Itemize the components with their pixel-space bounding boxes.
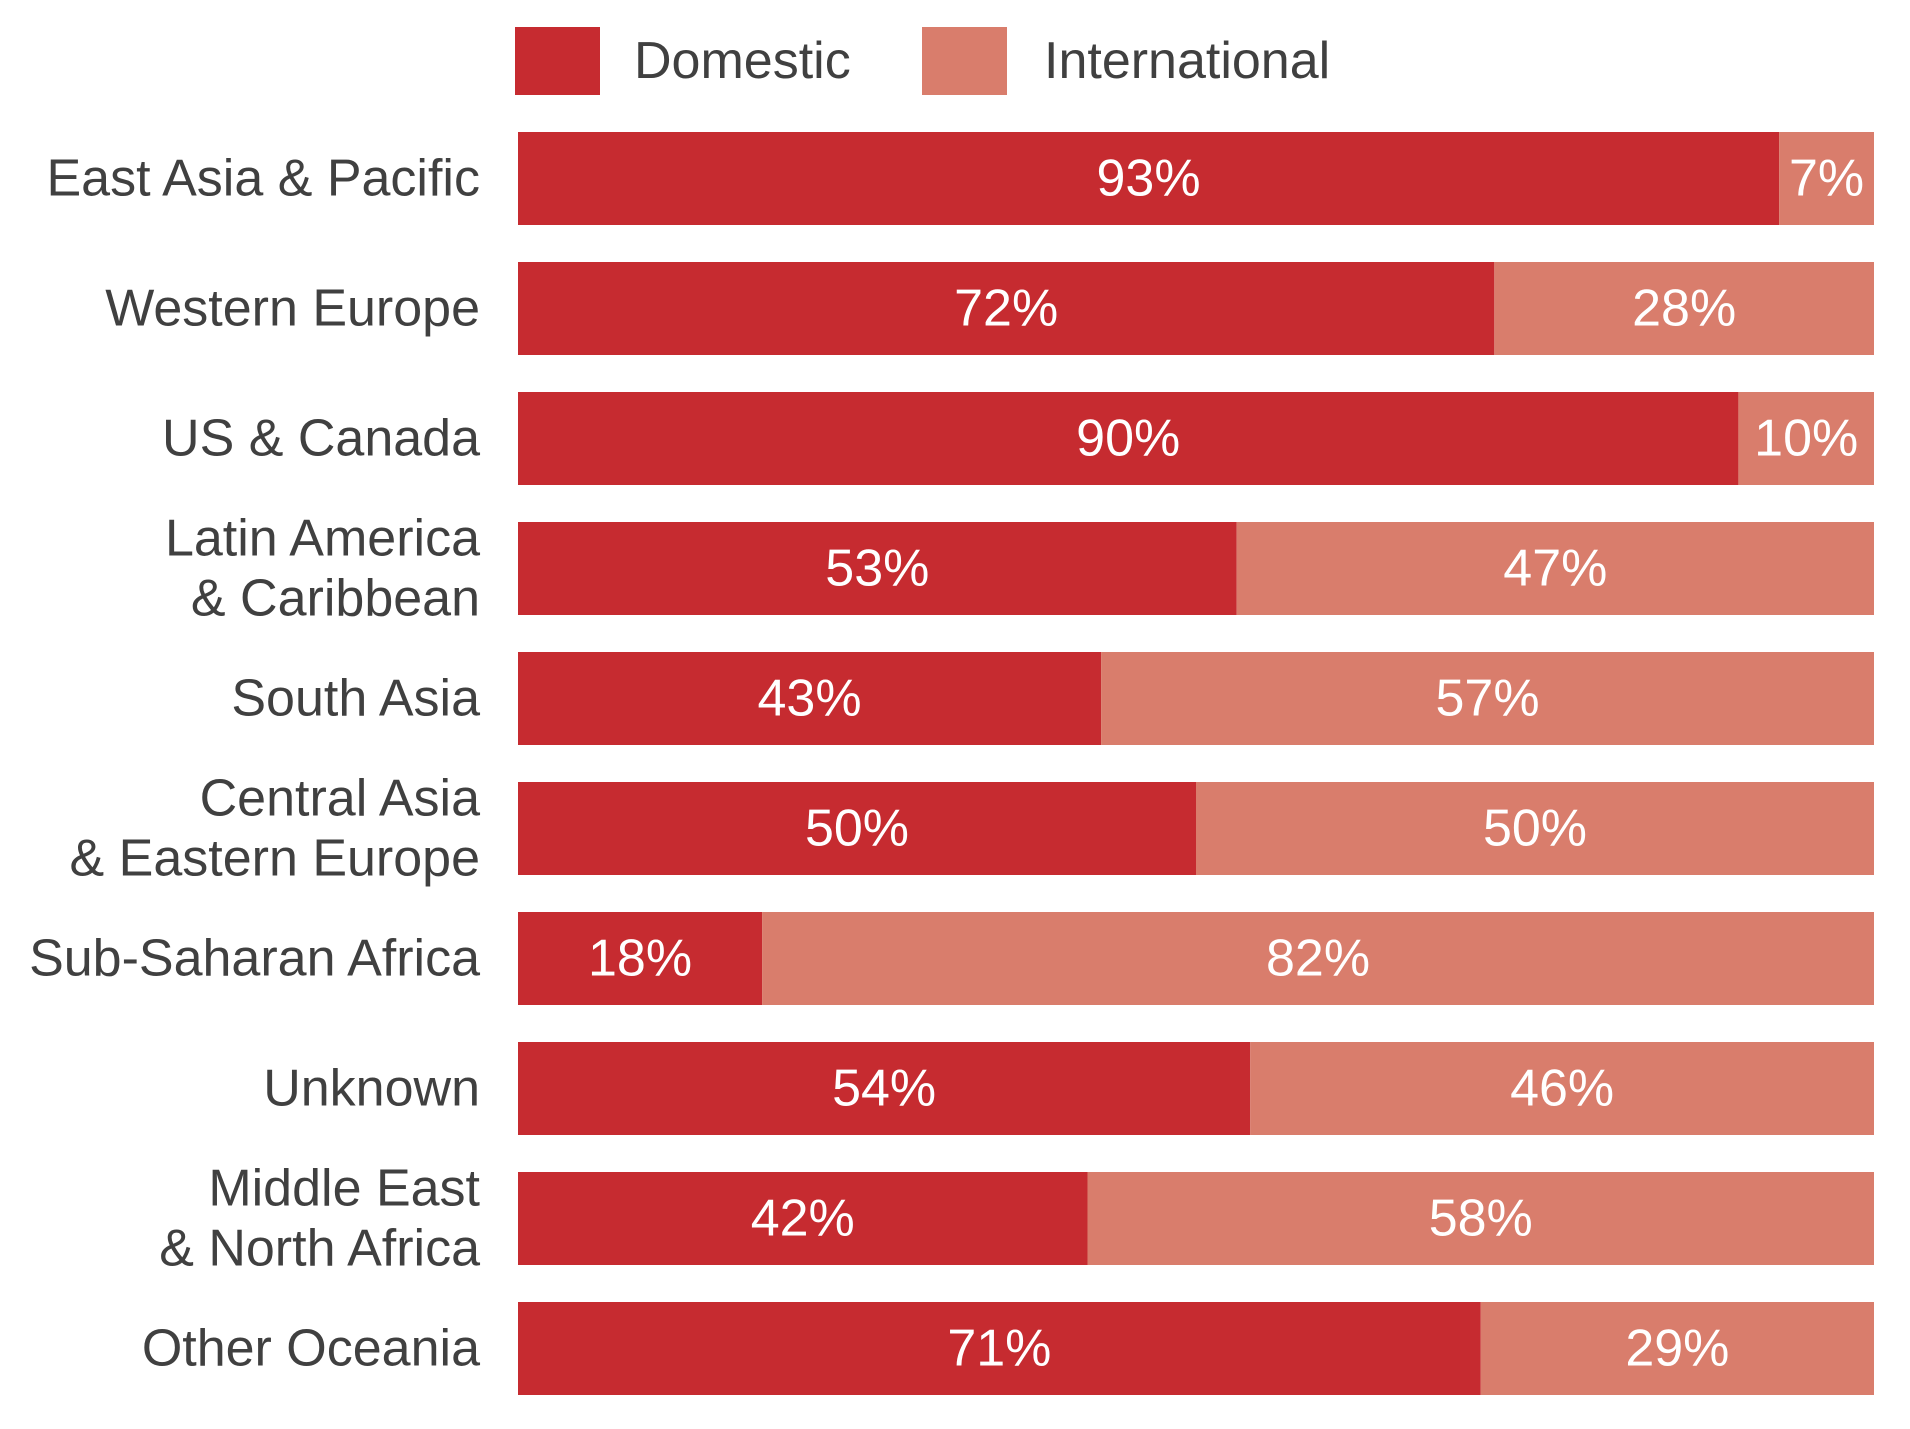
data-label-international-latin-america-and-caribbean: 47% (1503, 540, 1607, 598)
category-label-middle-east-and-north-africa-line-1: Middle East (208, 1160, 480, 1218)
legend-swatch-international (922, 27, 1007, 95)
data-label-domestic-south-asia: 43% (758, 670, 862, 728)
category-label-east-asia-and-pacific: East Asia & Pacific (46, 150, 480, 208)
category-label-latin-america-and-caribbean-line-1: Latin America (165, 510, 480, 568)
bar-international-central-asia-and-eastern-europe (1196, 782, 1874, 875)
bar-international-middle-east-and-north-africa (1087, 1172, 1874, 1265)
bar-international-sub-saharan-africa (762, 912, 1874, 1005)
data-label-domestic-other-oceania: 71% (947, 1320, 1051, 1378)
data-label-international-other-oceania: 29% (1625, 1320, 1729, 1378)
bar-international-other-oceania (1480, 1302, 1874, 1395)
bar-international-western-europe (1494, 262, 1874, 355)
data-label-international-western-europe: 28% (1632, 280, 1736, 338)
legend-label-international: International (1044, 32, 1330, 90)
category-label-latin-america-and-caribbean-line-2: & Caribbean (191, 570, 480, 628)
bar-domestic-us-and-canada (518, 392, 1739, 485)
legend: Domestic International (515, 27, 1330, 95)
category-label-central-asia-and-eastern-europe-line-2: & Eastern Europe (70, 830, 480, 888)
bar-domestic-western-europe (518, 262, 1495, 355)
legend-label-domestic: Domestic (634, 32, 851, 90)
bars: 93% 7% 72% 28% 90% 10% 53% 47% 43% 57% 50% 50% 18% 82… (518, 132, 1874, 1395)
data-label-international-us-and-canada: 10% (1754, 410, 1858, 468)
category-labels: East Asia & Pacific Western Europe US & Ca… (29, 150, 480, 1378)
bar-domestic-sub-saharan-africa (518, 912, 763, 1005)
bar-international-east-asia-and-pacific (1779, 132, 1874, 225)
bar-international-us-and-canada (1738, 392, 1874, 485)
data-label-international-central-asia-and-eastern-europe: 50% (1483, 800, 1587, 858)
data-label-international-unknown: 46% (1510, 1060, 1614, 1118)
bar-domestic-central-asia-and-eastern-europe (518, 782, 1196, 875)
bar-domestic-other-oceania (518, 1302, 1481, 1395)
data-label-domestic-us-and-canada: 90% (1076, 410, 1180, 468)
category-label-western-europe: Western Europe (105, 280, 480, 338)
data-label-domestic-east-asia-and-pacific: 93% (1097, 150, 1201, 208)
data-label-domestic-western-europe: 72% (954, 280, 1058, 338)
bar-domestic-latin-america-and-caribbean (518, 522, 1237, 615)
category-label-south-asia: South Asia (231, 670, 480, 728)
bar-international-latin-america-and-caribbean (1236, 522, 1874, 615)
data-label-domestic-unknown: 54% (832, 1060, 936, 1118)
data-label-domestic-middle-east-and-north-africa: 42% (751, 1190, 855, 1248)
data-label-domestic-central-asia-and-eastern-europe: 50% (805, 800, 909, 858)
category-label-us-and-canada: US & Canada (162, 410, 480, 468)
bar-domestic-middle-east-and-north-africa (518, 1172, 1088, 1265)
bar-domestic-unknown (518, 1042, 1251, 1135)
category-label-middle-east-and-north-africa-line-2: & North Africa (159, 1220, 480, 1278)
bar-international-unknown (1250, 1042, 1874, 1135)
data-label-international-middle-east-and-north-africa: 58% (1429, 1190, 1533, 1248)
category-label-unknown: Unknown (263, 1060, 480, 1118)
bar-domestic-east-asia-and-pacific (518, 132, 1780, 225)
legend-swatch-domestic (515, 27, 600, 95)
data-label-domestic-latin-america-and-caribbean: 53% (825, 540, 929, 598)
category-label-sub-saharan-africa: Sub-Saharan Africa (29, 930, 480, 988)
data-label-international-sub-saharan-africa: 82% (1266, 930, 1370, 988)
bar-international-south-asia (1101, 652, 1874, 745)
data-label-international-south-asia: 57% (1436, 670, 1540, 728)
data-label-domestic-sub-saharan-africa: 18% (588, 930, 692, 988)
category-label-central-asia-and-eastern-europe-line-1: Central Asia (200, 770, 480, 828)
category-label-other-oceania: Other Oceania (142, 1320, 480, 1378)
data-label-international-east-asia-and-pacific: 7% (1789, 150, 1864, 208)
bar-domestic-south-asia (518, 652, 1102, 745)
